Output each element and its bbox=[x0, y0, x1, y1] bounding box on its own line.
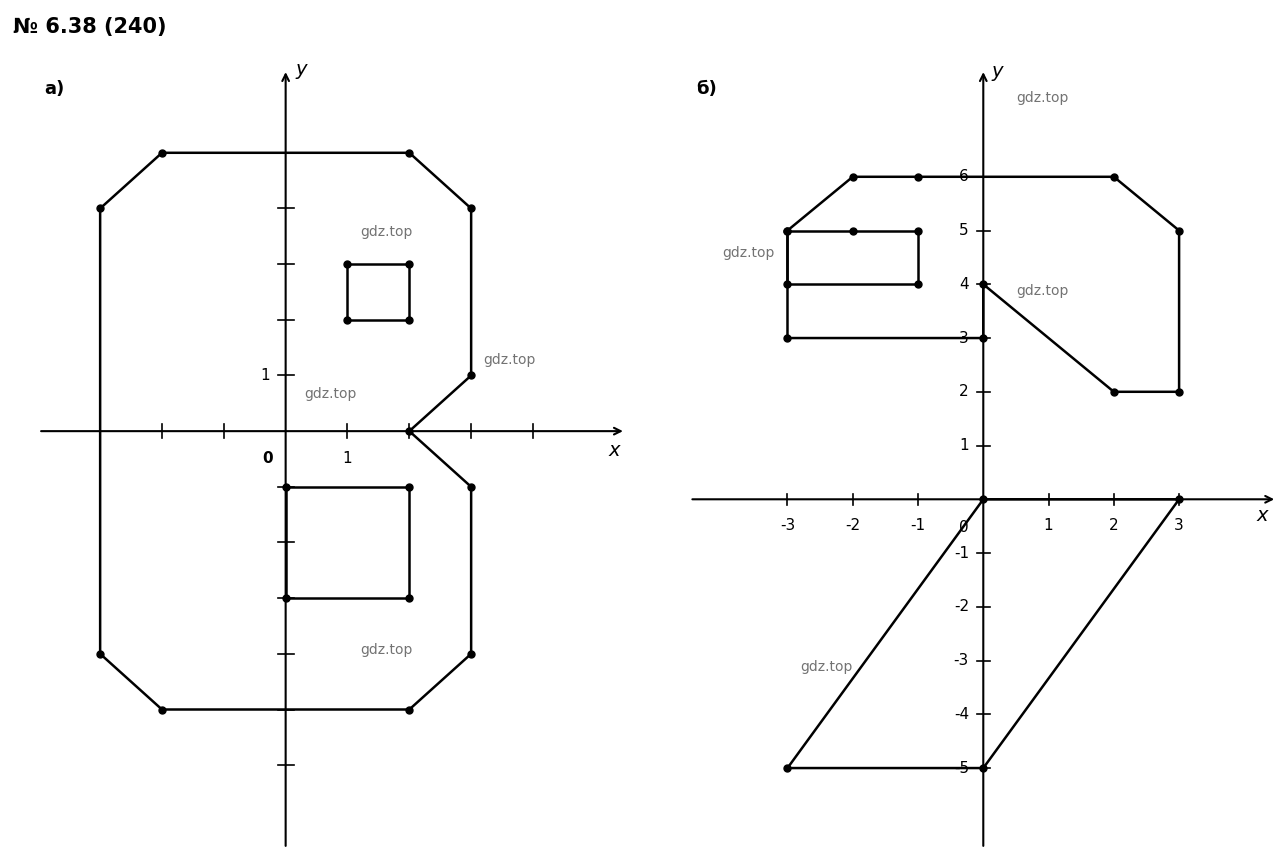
Text: б): б) bbox=[696, 80, 716, 98]
Text: 5: 5 bbox=[959, 223, 969, 238]
Text: gdz.top: gdz.top bbox=[360, 225, 412, 239]
Text: 0: 0 bbox=[959, 520, 969, 534]
Text: gdz.top: gdz.top bbox=[484, 353, 536, 367]
Text: 3: 3 bbox=[1175, 518, 1184, 533]
Text: -1: -1 bbox=[954, 546, 969, 560]
Text: -1: -1 bbox=[911, 518, 926, 533]
Text: $y$: $y$ bbox=[991, 64, 1005, 83]
Text: -3: -3 bbox=[780, 518, 796, 533]
Text: gdz.top: gdz.top bbox=[1016, 91, 1069, 105]
Text: -3: -3 bbox=[954, 653, 969, 668]
Text: gdz.top: gdz.top bbox=[801, 660, 853, 675]
Text: -2: -2 bbox=[954, 599, 969, 614]
Text: $y$: $y$ bbox=[295, 61, 309, 81]
Text: 1: 1 bbox=[1043, 518, 1054, 533]
Text: 1: 1 bbox=[342, 450, 352, 466]
Text: gdz.top: gdz.top bbox=[723, 247, 775, 261]
Text: gdz.top: gdz.top bbox=[304, 387, 356, 401]
Text: 1: 1 bbox=[261, 368, 271, 383]
Text: 1: 1 bbox=[959, 438, 969, 453]
Text: -5: -5 bbox=[954, 760, 969, 776]
Text: 4: 4 bbox=[959, 277, 969, 292]
Text: gdz.top: gdz.top bbox=[1016, 284, 1069, 298]
Text: $x$: $x$ bbox=[1257, 506, 1271, 525]
Text: 2: 2 bbox=[1108, 518, 1119, 533]
Text: a): a) bbox=[45, 81, 65, 99]
Text: -2: -2 bbox=[845, 518, 861, 533]
Text: 3: 3 bbox=[959, 331, 969, 346]
Text: -4: -4 bbox=[954, 707, 969, 721]
Text: gdz.top: gdz.top bbox=[360, 643, 412, 656]
Text: $x$: $x$ bbox=[608, 441, 623, 460]
Text: 2: 2 bbox=[959, 385, 969, 399]
Text: № 6.38 (240): № 6.38 (240) bbox=[13, 17, 166, 37]
Text: 6: 6 bbox=[959, 169, 969, 184]
Text: 0: 0 bbox=[263, 450, 273, 466]
